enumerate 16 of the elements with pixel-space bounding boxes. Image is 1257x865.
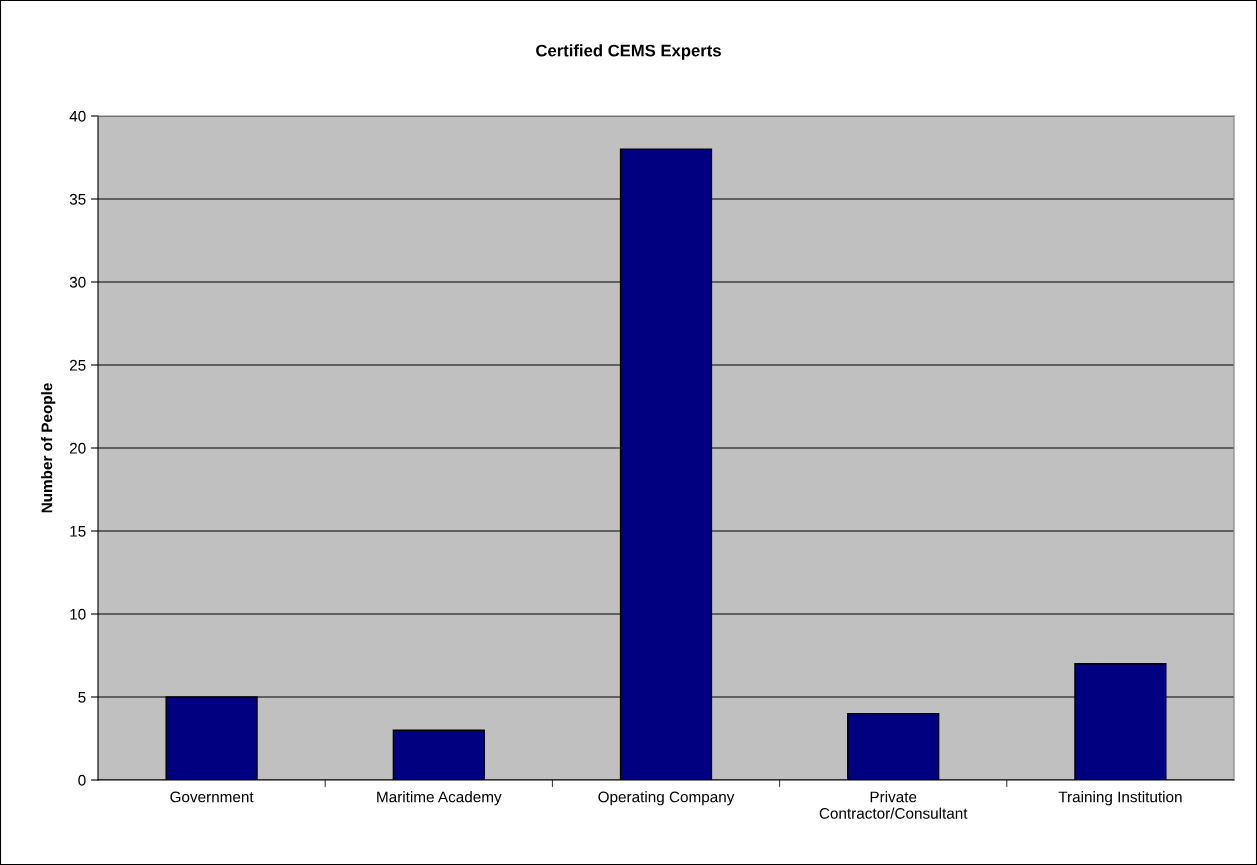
y-tick-label: 30 [69,276,86,288]
y-axis-title: Number of People [41,383,56,513]
chart-title: Certified CEMS Experts [536,44,721,60]
y-tick-label: 40 [69,110,86,122]
y-tick-label: 10 [70,608,86,620]
x-tick-label: Operating Company [598,791,735,806]
y-tick-label: 0 [78,774,86,786]
y-tick-label: 25 [69,359,86,371]
y-tick-label: 5 [78,692,86,703]
x-tick-label: Maritime Academy [377,791,502,806]
y-tick-label: 35 [69,193,86,205]
y-tick-label: 20 [69,442,86,454]
x-tick-label: Government [170,791,254,803]
x-tick-label: Private Contractor/Consultant [819,791,968,819]
y-tick-label: 15 [70,526,86,537]
x-tick-label: Training Institution [1058,791,1182,806]
